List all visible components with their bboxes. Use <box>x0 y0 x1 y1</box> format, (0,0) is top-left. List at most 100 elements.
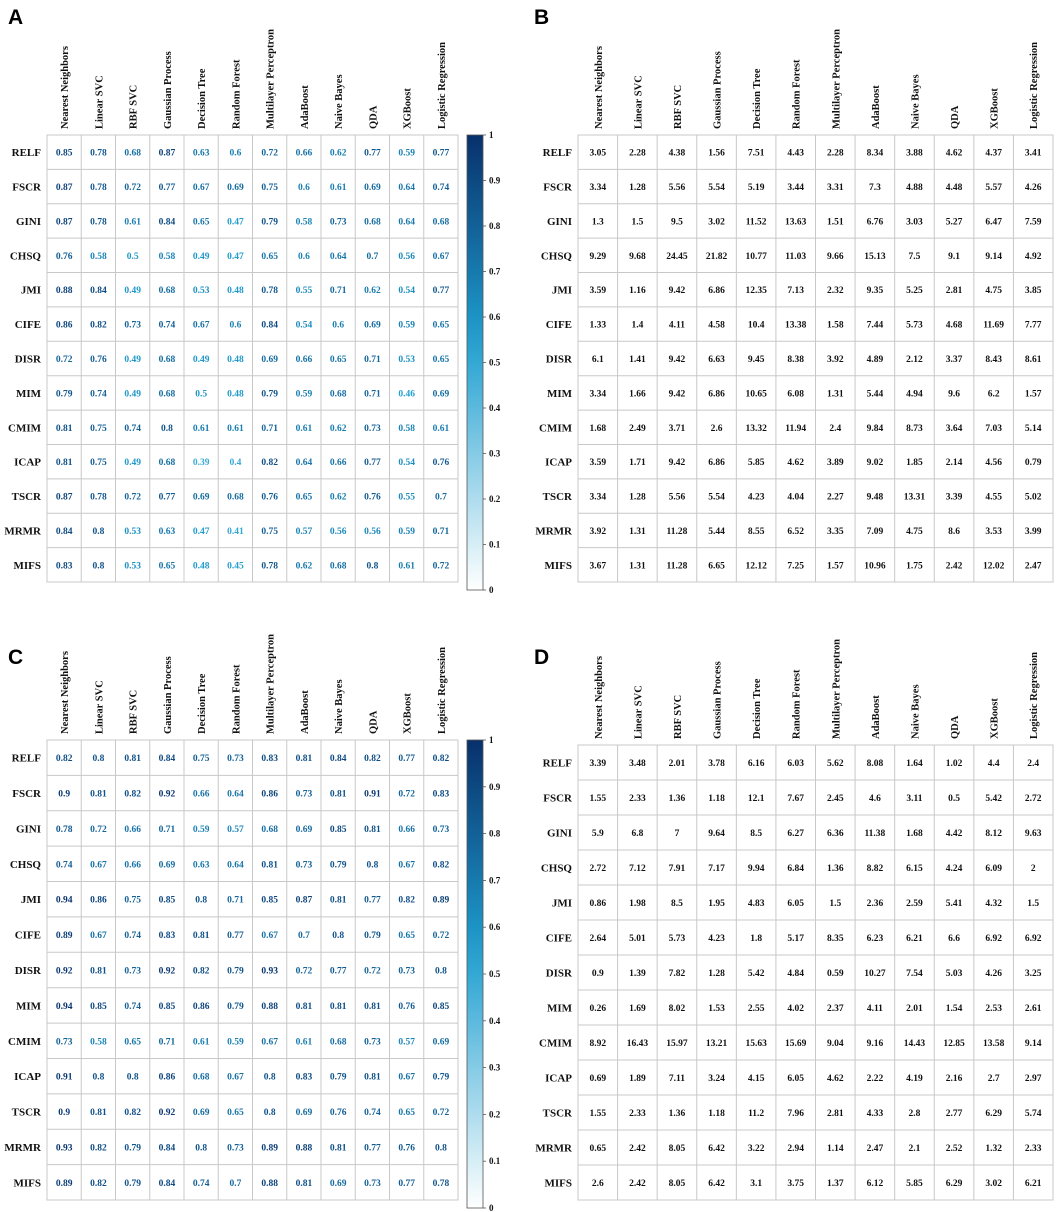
row-header: MRMR <box>4 525 42 537</box>
cell-value: 12.1 <box>748 794 765 804</box>
cell-value: 0.65 <box>124 1037 141 1047</box>
cell-value: 0.75 <box>90 458 107 468</box>
column-header: AdaBoost <box>300 85 311 129</box>
cell-value: 0.71 <box>364 389 381 399</box>
cell-value: 9.64 <box>708 829 725 839</box>
cell-value: 2.7 <box>988 1074 1000 1084</box>
cell-value: 4.32 <box>985 899 1002 909</box>
cell-value: 0.75 <box>193 754 210 764</box>
cell-value: 0.8 <box>366 860 378 870</box>
cell-value: 6.03 <box>787 759 804 769</box>
cell-value: 0.69 <box>589 1074 606 1084</box>
cell-value: 6.05 <box>787 899 804 909</box>
cell-value: 11.94 <box>785 424 806 434</box>
cell-value: 4.89 <box>867 355 884 365</box>
cell-value: 0.69 <box>227 183 244 193</box>
row-header: ICAP <box>545 1073 572 1085</box>
cell-value: 0.81 <box>330 1143 347 1153</box>
cell-value: 1.02 <box>946 759 963 769</box>
cell-value: 10.96 <box>864 561 886 571</box>
cell-value: 4.88 <box>906 183 923 193</box>
cell-value: 0.72 <box>296 967 313 977</box>
cell-value: 3.1 <box>750 1179 762 1189</box>
panel-d: D Nearest Neighbors Linear SVC RBF SVC Gauss… <box>534 639 1054 1201</box>
cell-value: 0.82 <box>90 321 107 331</box>
cell-value: 2.77 <box>946 1109 963 1119</box>
cell-value: 3.59 <box>589 286 606 296</box>
cell-value: 3.37 <box>946 355 963 365</box>
row-header: MIFS <box>545 1178 573 1190</box>
row-header: TSCR <box>543 1108 573 1120</box>
cell-value: 1.18 <box>708 1109 725 1119</box>
cell-value: 0.79 <box>433 1073 450 1083</box>
row-header: FSCR <box>12 182 42 194</box>
cell-value: 3.39 <box>589 759 606 769</box>
cell-value: 0.81 <box>364 825 381 835</box>
colorbar-tick-label: 0.1 <box>489 1156 501 1166</box>
cell-value: 0.82 <box>261 458 278 468</box>
cell-value: 1.85 <box>906 458 923 468</box>
cell-value: 3.02 <box>708 217 725 227</box>
cell-value: 2.8 <box>909 1109 921 1119</box>
cell-value: 0.72 <box>90 825 107 835</box>
cell-value: 0.71 <box>261 424 278 434</box>
cell-value: 0.84 <box>159 1143 176 1153</box>
colorbar-tick-label: 0 <box>489 585 494 595</box>
column-header: Decision Tree <box>197 68 208 129</box>
cell-value: 0.63 <box>193 860 210 870</box>
row-header: CIFE <box>546 319 572 331</box>
cell-value: 0.6 <box>298 252 310 262</box>
cell-value: 0.79 <box>330 1073 347 1083</box>
cell-value: 0.77 <box>330 967 347 977</box>
cell-value: 5.62 <box>827 759 844 769</box>
cell-value: 6.36 <box>827 829 844 839</box>
cell-value: 2.16 <box>946 1074 963 1084</box>
column-header: XGBoost <box>403 693 414 734</box>
cell-value: 3.25 <box>1025 969 1042 979</box>
cell-value: 3.59 <box>589 458 606 468</box>
row-header: TSCR <box>12 491 42 503</box>
cell-value: 11.69 <box>983 321 1004 331</box>
cell-value: 4.48 <box>946 183 963 193</box>
cell-value: 0.47 <box>227 217 244 227</box>
cell-value: 0.68 <box>159 389 176 399</box>
cell-value: 4.23 <box>708 934 725 944</box>
cell-value: 1.69 <box>629 1004 646 1014</box>
cell-value: 0.73 <box>398 967 415 977</box>
cell-value: 6.05 <box>787 1074 804 1084</box>
row-header: ICAP <box>14 1071 41 1083</box>
cell-value: 15.69 <box>785 1039 807 1049</box>
cell-value: 5.44 <box>867 389 884 399</box>
cell-value: 0.72 <box>56 355 73 365</box>
cell-value: 5.41 <box>946 899 963 909</box>
cell-value: 2.97 <box>1025 1074 1042 1084</box>
cell-value: 3.88 <box>906 149 923 159</box>
cell-value: 7.03 <box>985 424 1002 434</box>
cell-value: 4.26 <box>1025 183 1042 193</box>
column-header: Nearest Neighbors <box>594 656 605 739</box>
cell-value: 1.4 <box>631 321 643 331</box>
cell-value: 0.58 <box>159 252 176 262</box>
panel-letter: A <box>8 6 23 29</box>
cell-value: 0.56 <box>330 527 347 537</box>
cell-value: 0.9 <box>58 790 70 800</box>
column-header: Linear SVC <box>633 685 644 739</box>
cell-value: 0.81 <box>364 1073 381 1083</box>
cell-value: 5.74 <box>1025 1109 1042 1119</box>
cell-value: 0.81 <box>193 931 210 941</box>
cell-value: 0.78 <box>90 217 107 227</box>
cell-value: 4.6 <box>869 794 881 804</box>
cell-value: 6.29 <box>985 1109 1002 1119</box>
cell-value: 15.97 <box>666 1039 688 1049</box>
cell-value: 4.94 <box>906 389 923 399</box>
cell-value: 7.11 <box>669 1074 685 1084</box>
cell-value: 6.42 <box>708 1144 725 1154</box>
cell-value: 0.78 <box>90 149 107 159</box>
cell-value: 3.44 <box>787 183 804 193</box>
cell-value: 0.63 <box>193 149 210 159</box>
cell-value: 0.9 <box>58 1108 70 1118</box>
cell-value: 0.84 <box>159 217 176 227</box>
cell-value: 0.49 <box>193 355 210 365</box>
cell-value: 4.11 <box>669 321 685 331</box>
row-header: TSCR <box>543 491 573 503</box>
